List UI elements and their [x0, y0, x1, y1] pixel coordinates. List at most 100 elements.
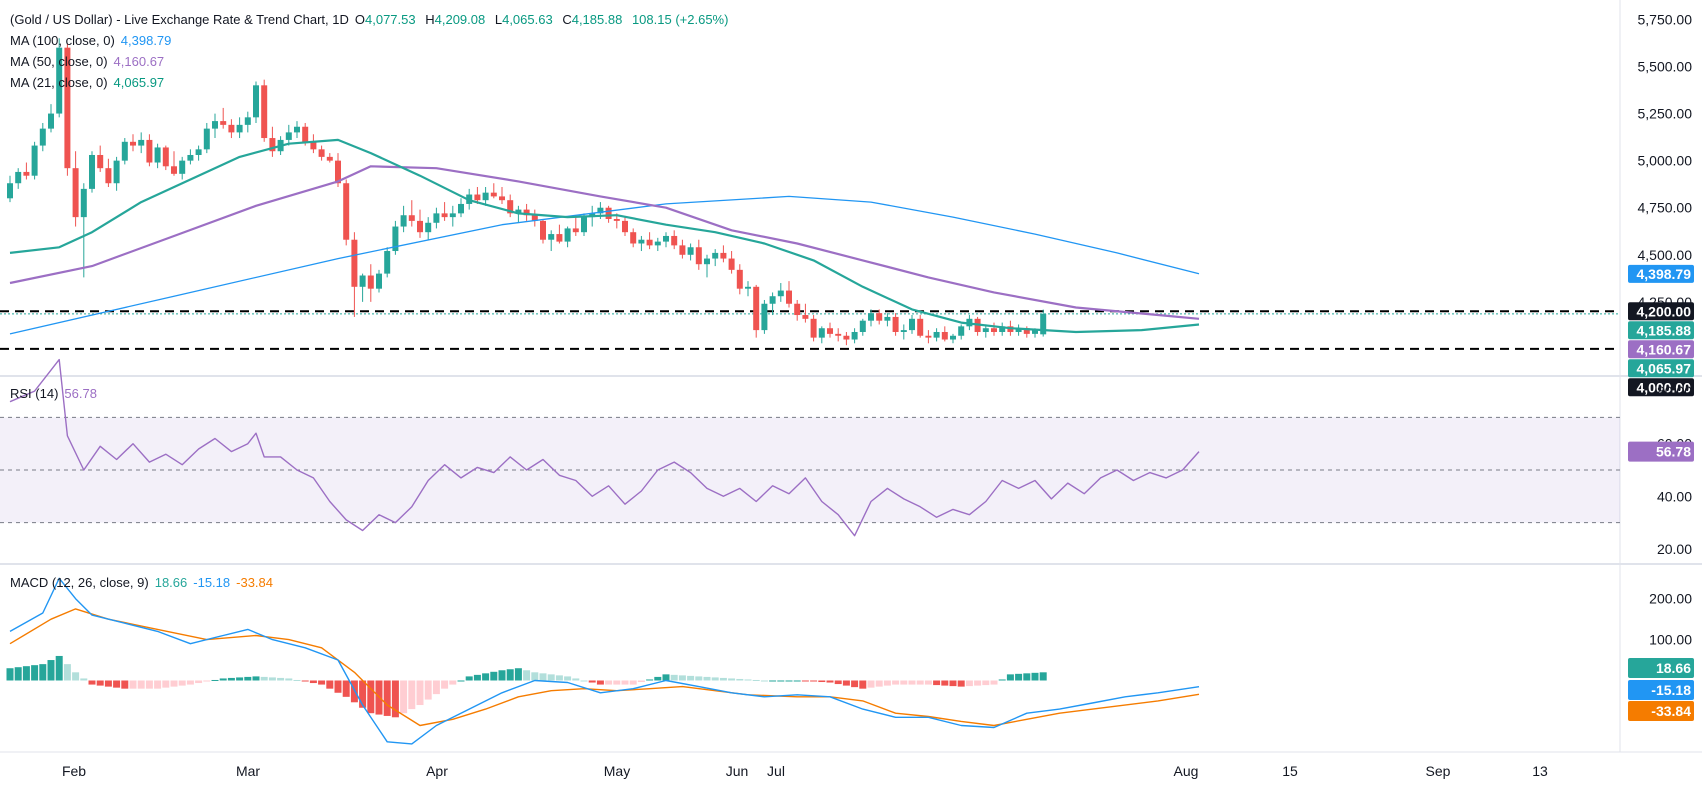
candle	[851, 328, 858, 344]
macd-histogram-bar	[449, 680, 457, 685]
price-tick-label: 5,000.00	[1638, 153, 1693, 169]
candle-body	[876, 313, 883, 321]
ma50-line	[9, 165, 1200, 320]
candle	[991, 322, 997, 336]
candle	[572, 217, 579, 236]
candle-body	[220, 121, 227, 125]
macd-histogram-bar	[80, 678, 88, 681]
candle-body	[441, 213, 448, 218]
macd-histogram-bar	[1031, 672, 1039, 681]
candle-body	[638, 239, 645, 244]
macd-last-label: -15.18	[1651, 682, 1691, 698]
candle-body	[982, 328, 989, 332]
candle-body	[335, 160, 341, 184]
candle	[105, 158, 112, 187]
candle	[900, 324, 907, 340]
candle	[392, 220, 399, 255]
rsi-legend[interactable]: RSI (14) 56.78	[10, 386, 103, 402]
macd-histogram-bar	[104, 680, 112, 687]
time-tick-label: Mar	[236, 763, 260, 779]
macd-histogram-bar	[933, 680, 941, 686]
candle-body	[425, 222, 432, 233]
time-tick-label: Sep	[1426, 763, 1451, 779]
candle-body	[1023, 328, 1030, 334]
macd-histogram-bar	[728, 678, 736, 681]
candle	[523, 203, 530, 221]
candle	[556, 224, 563, 244]
candle-body	[868, 313, 874, 321]
candle-body	[228, 124, 235, 133]
ma100-value: 4,398.79	[120, 33, 172, 48]
macd-histogram-bar	[711, 677, 719, 681]
candle	[810, 315, 817, 342]
candle-body	[367, 275, 374, 289]
candle-body	[474, 194, 481, 201]
candle	[982, 324, 989, 338]
macd-histogram-bar	[432, 680, 440, 695]
candle-body	[794, 303, 801, 316]
candle	[917, 315, 924, 338]
candle	[89, 151, 95, 193]
price-label-bg	[1628, 302, 1694, 321]
macd-histogram-bar	[129, 680, 137, 689]
candle	[638, 235, 645, 252]
ma100-line	[9, 195, 1200, 335]
candle-body	[548, 234, 555, 240]
macd-histogram-bar	[826, 680, 834, 683]
macd-tick-label: 200.00	[1649, 591, 1692, 607]
macd-histogram-bar	[1015, 673, 1023, 681]
macd-histogram-bar	[990, 680, 998, 685]
macd-last-label: 18.66	[1656, 660, 1691, 676]
candle	[654, 237, 661, 252]
candle	[408, 200, 415, 227]
macd-histogram-bar	[178, 680, 186, 686]
candle	[843, 331, 850, 346]
macd-histogram-bar	[654, 676, 662, 681]
candle	[244, 111, 251, 133]
candle-body	[15, 171, 22, 184]
candle-body	[146, 139, 153, 163]
price-label-tag: 4,398.79	[1628, 264, 1694, 283]
ohlc-low-label: L	[494, 12, 503, 27]
candle-body	[7, 183, 13, 199]
candle-body	[663, 235, 669, 242]
macd-histogram-bar	[810, 680, 818, 682]
price-label-tag: 4,200.00	[1628, 302, 1694, 321]
price-label-tag: 4,065.97	[1628, 359, 1694, 378]
price-label-text: 4,160.67	[1637, 341, 1692, 357]
candle	[195, 145, 202, 161]
price-axis-labels: 4,398.79 4,200.00 4,185.88 4,160.67 4,065.97…	[1628, 264, 1694, 397]
candle	[474, 187, 481, 204]
time-tick-label: Jul	[767, 763, 785, 779]
candle	[974, 316, 981, 336]
candle	[343, 179, 350, 246]
candle-body	[285, 132, 292, 140]
candle	[203, 122, 210, 154]
time-tick-label: 15	[1282, 763, 1298, 779]
macd-histogram-bar	[482, 673, 490, 681]
candle	[605, 205, 612, 223]
macd-histogram-bar	[72, 672, 80, 681]
ma50-legend[interactable]: MA (50, close, 0) 4,160.67	[10, 54, 170, 70]
price-label-tag: 4,160.67	[1628, 340, 1694, 359]
macd-legend[interactable]: MACD (12, 26, close, 9) 18.66 -15.18 -33.84	[10, 575, 279, 591]
candle	[925, 330, 932, 344]
candle	[827, 322, 833, 338]
candle-body	[113, 160, 120, 184]
candle-body	[359, 275, 366, 287]
candle-body	[212, 121, 218, 129]
candle	[671, 230, 678, 250]
macd-histogram-bar	[6, 668, 14, 681]
candle-body	[720, 252, 727, 259]
macd-histogram-bar	[834, 680, 842, 685]
candle-body	[253, 85, 259, 118]
ohlc-open: 4,077.53	[365, 12, 416, 27]
ma21-legend[interactable]: MA (21, close, 0) 4,065.97	[10, 75, 170, 91]
candle	[499, 187, 505, 204]
candle	[146, 134, 153, 167]
ma100-legend[interactable]: MA (100, close, 0) 4,398.79	[10, 33, 177, 49]
candle	[802, 303, 809, 323]
candle-body	[187, 154, 194, 161]
macd-histogram-bar	[211, 679, 219, 681]
